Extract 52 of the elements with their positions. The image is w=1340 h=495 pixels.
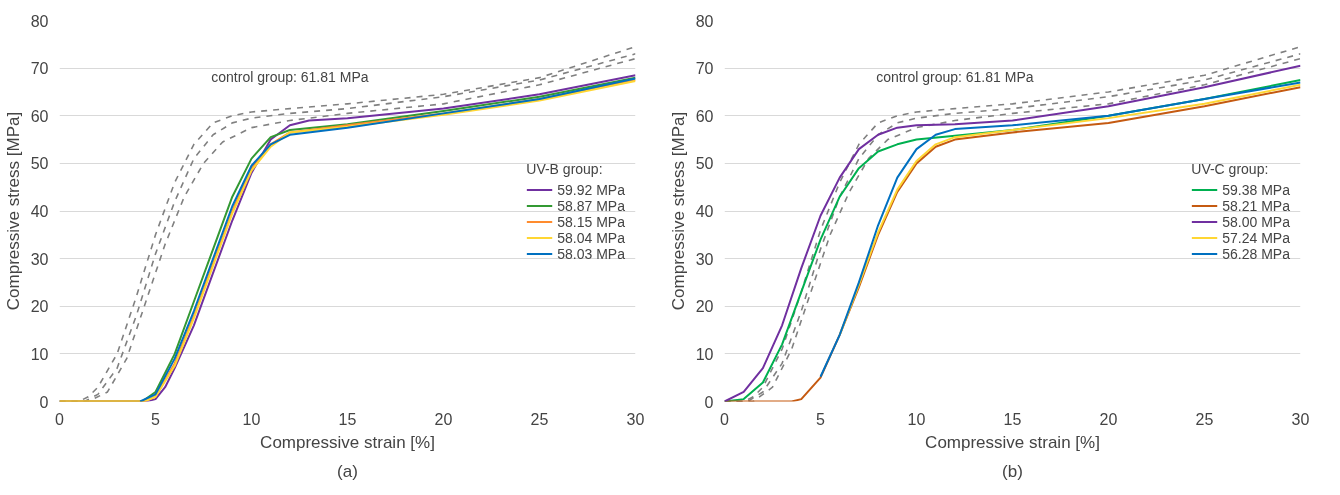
y-tick-label: 70 [30,60,49,78]
x-tick-label: 0 [55,410,65,428]
x-tick-label: 10 [907,410,926,428]
y-tick-label: 0 [704,393,714,411]
legend-label: 58.21 MPa [1222,197,1290,213]
y-tick-label: 40 [30,203,49,220]
legend-label: 59.92 MPa [557,181,625,197]
legend-label: 58.00 MPa [1222,213,1290,229]
x-tick-label: 5 [151,410,161,428]
x-tick-label: 30 [1291,410,1310,428]
x-tick-label: 0 [720,410,730,428]
y-tick-label: 40 [695,203,714,220]
y-tick-label: 60 [695,107,714,125]
legend-title: UV-C group: [1191,160,1270,176]
legend-label: 57.24 MPa [1222,229,1290,245]
x-tick-label: 15 [338,410,357,428]
y-tick-label: 30 [695,250,714,268]
annotation: control group: 61.81 MPa [876,69,1034,86]
y-tick-label: 30 [30,250,49,268]
x-tick-label: 30 [626,410,645,428]
annotation: control group: 61.81 MPa [211,69,369,86]
legend-label: 58.15 MPa [557,213,625,229]
y-tick-label: 80 [30,12,49,30]
y-axis-title: Compressive stress [MPa] [3,111,23,311]
x-axis-title: Compressive strain [%] [925,432,1100,452]
y-tick-label: 20 [30,298,49,316]
y-tick-label: 50 [30,155,49,173]
x-tick-label: 25 [1195,410,1214,428]
y-tick-label: 80 [695,12,714,30]
legend-title: UV-B group: [526,160,604,176]
y-tick-label: 20 [695,298,714,316]
y-tick-label: 10 [30,345,49,363]
legend-label: 56.28 MPa [1222,245,1290,261]
text: (a) [337,461,358,481]
x-tick-label: 5 [816,410,826,428]
legend-label: 58.03 MPa [557,245,625,261]
y-tick-label: 10 [695,345,714,363]
x-tick-label: 25 [530,410,549,428]
legend-label: 59.38 MPa [1222,181,1290,197]
x-axis-title: Compressive strain [%] [260,432,435,452]
text: (b) [1002,461,1023,481]
legend-label: 58.04 MPa [557,229,625,245]
x-tick-label: 20 [434,410,453,428]
y-tick-label: 0 [39,393,49,411]
legend-label: 58.87 MPa [557,197,625,213]
y-tick-label: 60 [30,107,49,125]
y-axis-title: Compressive stress [MPa] [668,111,688,311]
x-tick-label: 15 [1003,410,1022,428]
x-tick-label: 10 [242,410,261,428]
y-tick-label: 70 [695,60,714,78]
x-tick-label: 20 [1099,410,1118,428]
y-tick-label: 50 [695,155,714,173]
